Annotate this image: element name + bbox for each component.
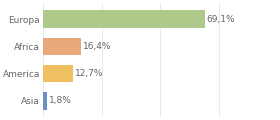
Text: 1,8%: 1,8%	[49, 96, 72, 105]
Bar	[43, 10, 205, 28]
Bar	[43, 38, 81, 55]
Bar	[43, 92, 47, 110]
Bar	[43, 65, 73, 82]
Text: 16,4%: 16,4%	[83, 42, 112, 51]
Text: 69,1%: 69,1%	[207, 15, 235, 24]
Text: 12,7%: 12,7%	[74, 69, 103, 78]
